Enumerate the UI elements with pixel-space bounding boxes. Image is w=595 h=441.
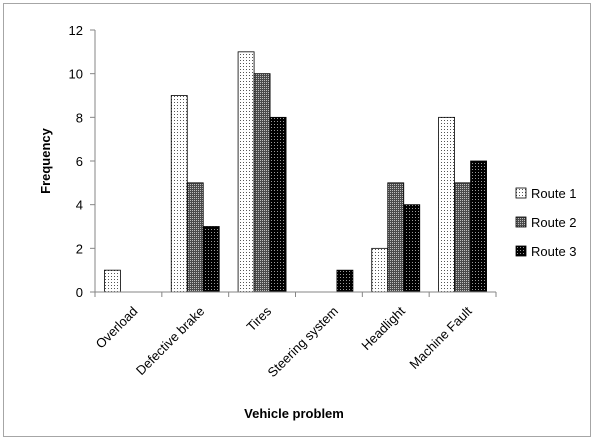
bar-route-1-overload bbox=[104, 269, 121, 293]
bar-route-3-steering-system bbox=[336, 269, 354, 293]
legend-swatch-route-1 bbox=[515, 187, 527, 199]
bar-route-2-headlight bbox=[387, 182, 405, 293]
legend-swatch-route-3 bbox=[515, 245, 527, 257]
bar-route-1-defective-brake bbox=[170, 95, 188, 293]
x-category-label: Tires bbox=[244, 303, 275, 334]
x-axis-title: Vehicle problem bbox=[244, 406, 344, 421]
x-category-label: Headlight bbox=[358, 303, 408, 353]
bar-route-1-machine-fault bbox=[438, 116, 455, 293]
bar-route-2-machine-fault bbox=[454, 182, 471, 293]
y-tick-label: 0 bbox=[76, 285, 83, 300]
x-category-label: Defective brake bbox=[133, 304, 207, 378]
bar-route-3-defective-brake bbox=[202, 226, 220, 293]
chart-frame bbox=[3, 3, 591, 437]
legend-swatch-route-2 bbox=[515, 216, 527, 228]
y-tick-label: 10 bbox=[69, 67, 83, 82]
y-tick-label: 6 bbox=[76, 154, 83, 169]
y-tick-label: 4 bbox=[76, 198, 83, 213]
x-category-label: Overload bbox=[93, 304, 141, 352]
bar-route-2-tires bbox=[253, 73, 271, 293]
legend: Route 1 Route 2 Route 3 bbox=[515, 186, 577, 259]
y-tick-label: 12 bbox=[69, 23, 83, 38]
bar-route-1-headlight bbox=[371, 247, 389, 293]
x-category-label: Steering system bbox=[265, 304, 342, 381]
bar-route-3-headlight bbox=[403, 204, 421, 293]
legend-label-route-3: Route 3 bbox=[531, 244, 577, 259]
y-tick-label: 2 bbox=[76, 241, 83, 256]
bar-route-3-tires bbox=[269, 116, 287, 293]
bar-route-3-machine-fault bbox=[470, 160, 487, 293]
y-tick-label: 8 bbox=[76, 110, 83, 125]
y-axis-ticks: 0 2 4 6 8 10 12 bbox=[69, 23, 95, 300]
bar-route-2-defective-brake bbox=[186, 182, 204, 293]
x-category-label: Machine Fault bbox=[406, 303, 475, 372]
legend-label-route-1: Route 1 bbox=[531, 186, 577, 201]
bars-layer bbox=[104, 51, 487, 293]
bar-route-1-tires bbox=[237, 51, 255, 293]
y-axis-title: Frequency bbox=[38, 127, 53, 194]
legend-label-route-2: Route 2 bbox=[531, 215, 577, 230]
